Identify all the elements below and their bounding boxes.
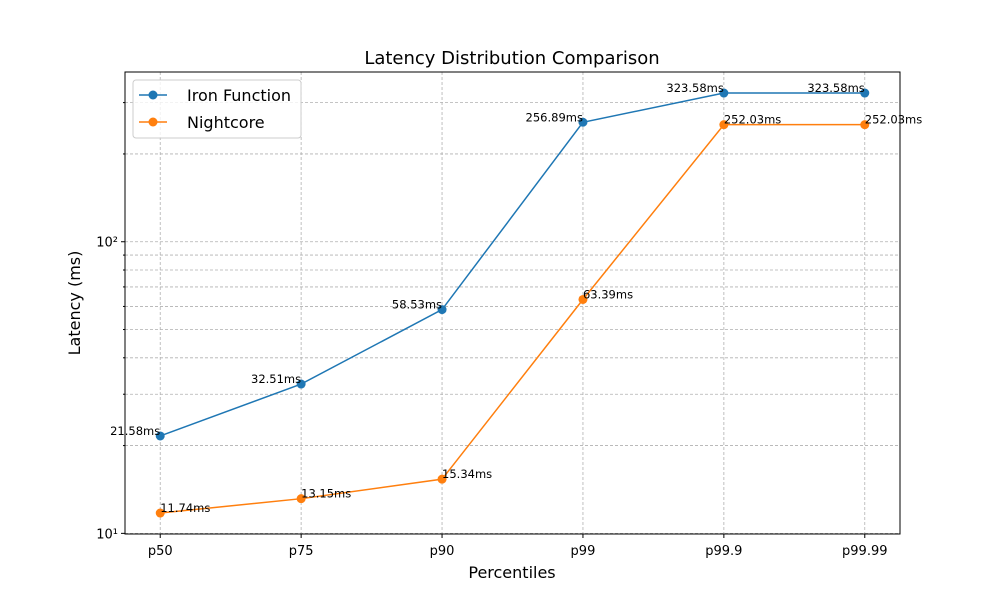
data-label: 252.03ms	[865, 113, 922, 127]
grid	[125, 72, 900, 534]
data-point	[578, 294, 588, 304]
x-tick-label: p99.99	[842, 544, 887, 559]
axes-frame	[124, 71, 901, 535]
data-point	[860, 120, 870, 130]
data-point	[296, 494, 306, 504]
x-tick-label: p99.9	[705, 544, 742, 559]
legend-label: Iron Function	[187, 86, 291, 105]
legend-box	[132, 79, 302, 139]
series-line	[159, 92, 865, 437]
legend-label: Nightcore	[187, 113, 265, 132]
x-tick-label: p99	[571, 544, 596, 559]
chart-title: Latency Distribution Comparison	[364, 48, 659, 69]
data-point	[719, 120, 729, 130]
y-axis-label: Latency (ms)	[65, 251, 84, 356]
x-axis-label: Percentiles	[468, 563, 555, 582]
data-label: 13.15ms	[301, 487, 351, 501]
data-label: 11.74ms	[160, 501, 210, 515]
data-label: 15.34ms	[442, 467, 492, 481]
data-point	[437, 474, 447, 484]
data-point	[437, 305, 447, 315]
x-tick-label: p75	[289, 544, 314, 559]
data-label: 256.89ms	[526, 110, 583, 124]
x-tick-label: p50	[148, 544, 173, 559]
data-point	[860, 88, 870, 98]
data-point	[719, 88, 729, 98]
legend-marker	[148, 90, 158, 100]
plot: 21.58ms 32.51ms 58.53ms 256.89ms 323.58ms 323…	[110, 81, 922, 518]
data-label: 21.58ms	[110, 424, 160, 438]
data-point	[155, 431, 165, 441]
legend: Iron Function Nightcore	[132, 79, 302, 139]
y-tick-label: 10¹	[96, 527, 118, 542]
legend-marker	[148, 117, 158, 127]
x-tick-label: p90	[430, 544, 455, 559]
data-point	[578, 117, 588, 127]
data-label: 323.58ms	[807, 81, 864, 95]
data-label: 58.53ms	[392, 298, 442, 312]
data-label: 32.51ms	[251, 372, 301, 386]
y-tick-label: 10²	[96, 236, 118, 251]
data-point	[296, 379, 306, 389]
series-line	[160, 123, 865, 514]
data-point	[155, 508, 165, 518]
data-label: 63.39ms	[583, 287, 633, 301]
data-label: 252.03ms	[724, 113, 781, 127]
data-label: 323.58ms	[666, 81, 723, 95]
